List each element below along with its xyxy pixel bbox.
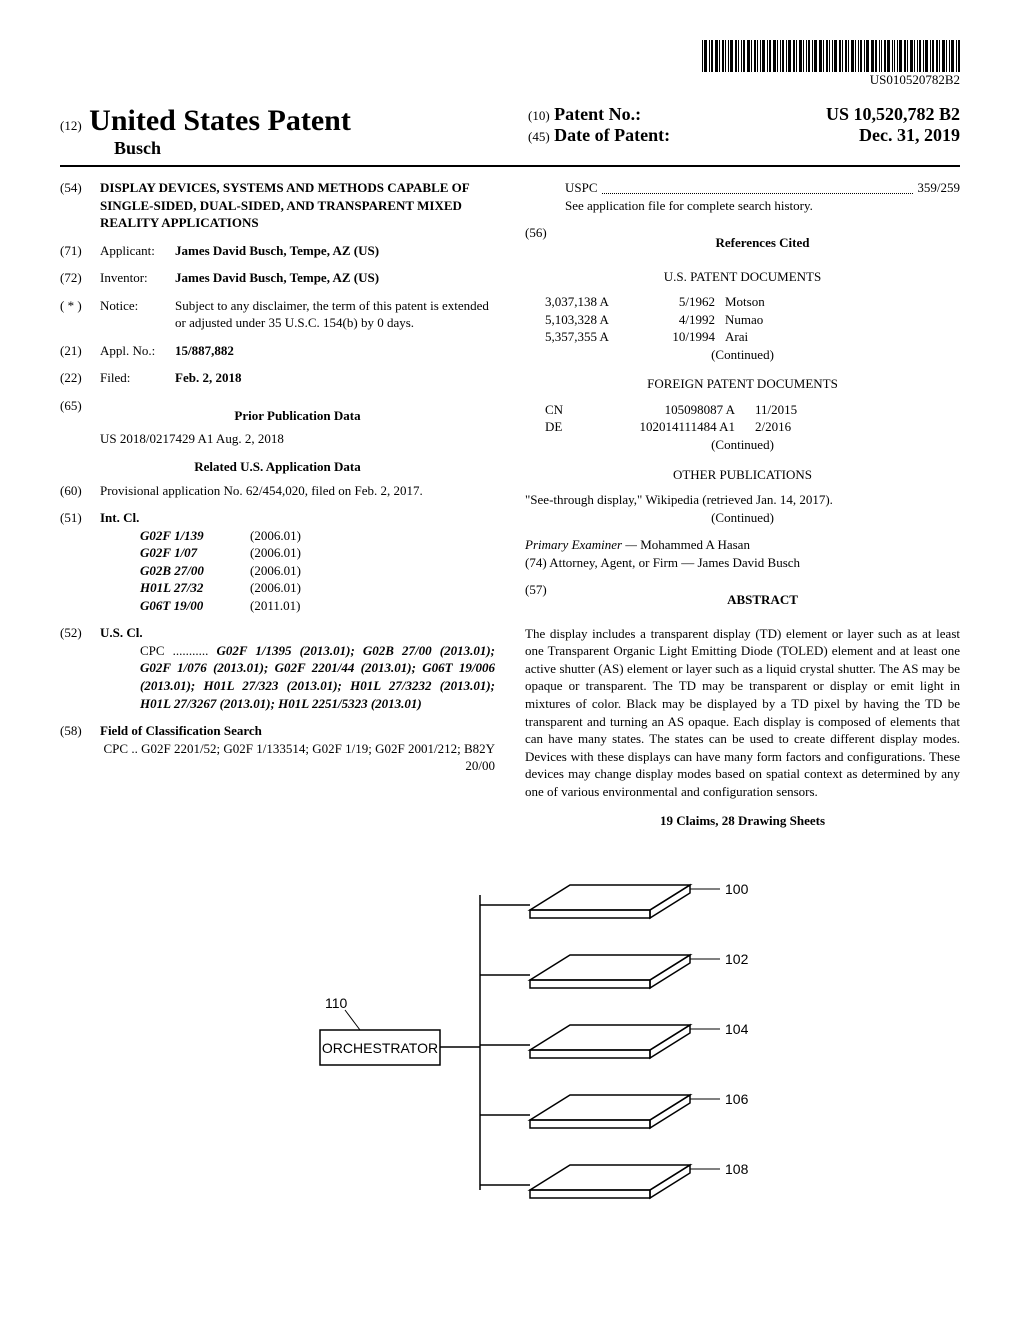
- field-inventor: (72) Inventor: James David Busch, Tempe,…: [60, 269, 495, 287]
- field-applicant: (71) Applicant: James David Busch, Tempe…: [60, 242, 495, 260]
- continued-3: (Continued): [525, 509, 960, 527]
- cpc-block: CPC ........... G02F 1/1395 (2013.01); G…: [140, 642, 495, 712]
- foreign-doc-row: DE102014111484 A12/2016: [545, 418, 960, 436]
- uspc-row: USPC 359/259: [565, 179, 960, 197]
- field-references: (56) References Cited: [525, 224, 960, 258]
- svg-text:102: 102: [725, 951, 749, 967]
- us-doc-row: 5,103,328 A4/1992Numao: [545, 311, 960, 329]
- us-docs-table: 3,037,138 A5/1962Motson5,103,328 A4/1992…: [545, 293, 960, 346]
- claims-line: 19 Claims, 28 Drawing Sheets: [525, 812, 960, 830]
- field-intcl: (51) Int. Cl. G02F 1/139(2006.01)G02F 1/…: [60, 509, 495, 614]
- field-title: (54) DISPLAY DEVICES, SYSTEMS AND METHOD…: [60, 179, 495, 232]
- body-columns: (54) DISPLAY DEVICES, SYSTEMS AND METHOD…: [60, 179, 960, 830]
- intcl-row: G02F 1/07(2006.01): [140, 544, 495, 562]
- svg-text:108: 108: [725, 1161, 749, 1177]
- field-filed: (22) Filed: Feb. 2, 2018: [60, 369, 495, 387]
- intcl-row: G06T 19/00(2011.01): [140, 597, 495, 615]
- patent-date-line: (45) Date of Patent: Dec. 31, 2019: [528, 125, 960, 146]
- us-doc-row: 3,037,138 A5/1962Motson: [545, 293, 960, 311]
- field-notice: ( * ) Notice: Subject to any disclaimer,…: [60, 297, 495, 332]
- other-pub-value: "See-through display," Wikipedia (retrie…: [525, 491, 960, 509]
- svg-text:110: 110: [325, 995, 348, 1011]
- barcode: [702, 40, 961, 72]
- related-app-heading: Related U.S. Application Data: [60, 458, 495, 476]
- us-doc-row: 5,357,355 A10/1994Arai: [545, 328, 960, 346]
- dotted-leader: [602, 192, 914, 194]
- abstract-text: The display includes a transparent displ…: [525, 625, 960, 800]
- svg-text:104: 104: [725, 1021, 749, 1037]
- foreign-docs-table: CN105098087 A11/2015DE102014111484 A12/2…: [545, 401, 960, 436]
- intcl-row: G02F 1/139(2006.01): [140, 527, 495, 545]
- barcode-area: US010520782B2: [60, 40, 960, 100]
- right-column: USPC 359/259 See application file for co…: [525, 179, 960, 830]
- intcl-list: G02F 1/139(2006.01)G02F 1/07(2006.01)G02…: [140, 527, 495, 615]
- field-classification-search: (58) Field of Classification Search CPC …: [60, 722, 495, 775]
- continued-2: (Continued): [525, 436, 960, 454]
- header-rule: [60, 165, 960, 167]
- barcode-label: US010520782B2: [702, 72, 961, 88]
- doc-type-prefix: (12): [60, 118, 82, 133]
- svg-text:106: 106: [725, 1091, 749, 1107]
- other-pub-heading: OTHER PUBLICATIONS: [525, 466, 960, 484]
- us-docs-heading: U.S. PATENT DOCUMENTS: [525, 268, 960, 286]
- header-row: (12) United States Patent Busch (10) Pat…: [60, 104, 960, 159]
- uspc-note: See application file for complete search…: [565, 197, 960, 215]
- patent-number-line: (10) Patent No.: US 10,520,782 B2: [528, 104, 960, 125]
- field-provisional: (60) Provisional application No. 62/454,…: [60, 482, 495, 500]
- field-prior-pub: (65) Prior Publication Data US 2018/0217…: [60, 397, 495, 448]
- figure-svg: ORCHESTRATOR 110 100 102 104 106 108: [230, 860, 790, 1220]
- field-appl-no: (21) Appl. No.: 15/887,882: [60, 342, 495, 360]
- svg-text:100: 100: [725, 881, 749, 897]
- examiner-line: Primary Examiner — Mohammed A Hasan: [525, 536, 960, 554]
- foreign-doc-row: CN105098087 A11/2015: [545, 401, 960, 419]
- left-column: (54) DISPLAY DEVICES, SYSTEMS AND METHOD…: [60, 179, 495, 830]
- patent-figure: ORCHESTRATOR 110 100 102 104 106 108: [60, 860, 960, 1224]
- foreign-docs-heading: FOREIGN PATENT DOCUMENTS: [525, 375, 960, 393]
- field-abstract: (57) ABSTRACT: [525, 581, 960, 615]
- attorney-line: (74) Attorney, Agent, or Firm — James Da…: [525, 554, 960, 572]
- orchestrator-label: ORCHESTRATOR: [322, 1040, 438, 1056]
- doc-type-text: United States Patent: [89, 104, 351, 137]
- header-inventor: Busch: [114, 138, 492, 159]
- field-uscl: (52) U.S. Cl. CPC ........... G02F 1/139…: [60, 624, 495, 712]
- intcl-row: H01L 27/32(2006.01): [140, 579, 495, 597]
- intcl-row: G02B 27/00(2006.01): [140, 562, 495, 580]
- document-type: (12) United States Patent: [60, 104, 492, 138]
- continued-1: (Continued): [525, 346, 960, 364]
